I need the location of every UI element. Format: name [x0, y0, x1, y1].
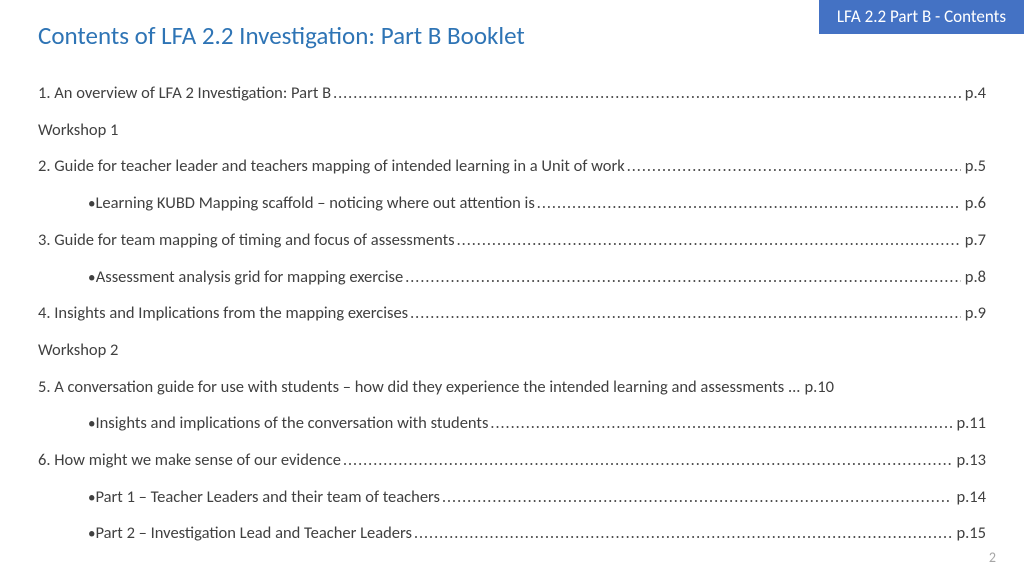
toc-leader-dots: ........................................… — [440, 488, 952, 509]
toc-entry: 5. A conversation guide for use with stu… — [38, 377, 986, 398]
toc-entry-page: p.7 — [961, 230, 986, 251]
toc-entry-label: Part 2 – Investigation Lead and Teacher … — [95, 523, 411, 544]
toc-entry-page: p.6 — [961, 193, 986, 214]
toc-leader-dots: ........................................… — [625, 157, 961, 178]
toc-entry-page: p.14 — [952, 487, 986, 508]
toc-section-heading: Workshop 1 — [38, 120, 986, 141]
toc-entry-label: Learning KUBD Mapping scaffold – noticin… — [95, 193, 534, 214]
toc-entry-page: p.13 — [952, 450, 986, 471]
toc-entry-page: p.15 — [952, 523, 986, 544]
toc-leader-dots: ........................................… — [535, 194, 961, 215]
toc-subentry: Part 2 – Investigation Lead and Teacher … — [38, 523, 986, 545]
toc-entry-label: 2. Guide for teacher leader and teachers… — [38, 156, 625, 177]
toc-entry-page: p.11 — [952, 413, 986, 434]
toc-entry-label: 4. Insights and Implications from the ma… — [38, 303, 408, 324]
toc-entry: 6. How might we make sense of our eviden… — [38, 450, 986, 472]
header-badge: LFA 2.2 Part B - Contents — [819, 0, 1024, 34]
toc-entry-page: p.9 — [961, 303, 986, 324]
toc-entry-page: p.8 — [961, 267, 986, 288]
toc-entry-label: 3. Guide for team mapping of timing and … — [38, 230, 455, 251]
table-of-contents: 1. An overview of LFA 2 Investigation: P… — [38, 83, 986, 545]
toc-leader-dots: ........................................… — [331, 84, 961, 105]
toc-entry-page: p.4 — [961, 83, 986, 104]
toc-entry: 1. An overview of LFA 2 Investigation: P… — [38, 83, 986, 105]
toc-leader-dots: ........................................… — [488, 414, 952, 435]
toc-entry: 4. Insights and Implications from the ma… — [38, 303, 986, 325]
toc-entry-label: 5. A conversation guide for use with stu… — [38, 377, 800, 398]
toc-entry-label: 6. How might we make sense of our eviden… — [38, 450, 341, 471]
toc-leader-dots: ........................................… — [412, 524, 953, 545]
toc-entry-label: Part 1 – Teacher Leaders and their team … — [95, 487, 439, 508]
toc-subentry: Assessment analysis grid for mapping exe… — [38, 267, 986, 289]
toc-entry-page: p.5 — [961, 156, 986, 177]
toc-leader-dots: ........................................… — [408, 304, 961, 325]
toc-entry: 2. Guide for teacher leader and teachers… — [38, 156, 986, 178]
toc-subentry: Learning KUBD Mapping scaffold – noticin… — [38, 193, 986, 215]
toc-entry: 3. Guide for team mapping of timing and … — [38, 230, 986, 252]
toc-leader-dots: ........................................… — [341, 451, 952, 472]
page-number: 2 — [989, 549, 996, 566]
toc-entry-label: Insights and implications of the convers… — [95, 413, 488, 434]
toc-leader-dots: ........................................… — [403, 268, 961, 289]
page-container: LFA 2.2 Part B - Contents Contents of LF… — [0, 0, 1024, 576]
toc-leader-dots: ........................................… — [455, 231, 961, 252]
toc-subentry: Part 1 – Teacher Leaders and their team … — [38, 487, 986, 509]
toc-entry-page: p.10 — [800, 377, 834, 398]
toc-subentry: Insights and implications of the convers… — [38, 413, 986, 435]
toc-entry-label: Assessment analysis grid for mapping exe… — [96, 267, 404, 288]
toc-entry-label: 1. An overview of LFA 2 Investigation: P… — [38, 83, 331, 104]
toc-section-heading: Workshop 2 — [38, 340, 986, 361]
